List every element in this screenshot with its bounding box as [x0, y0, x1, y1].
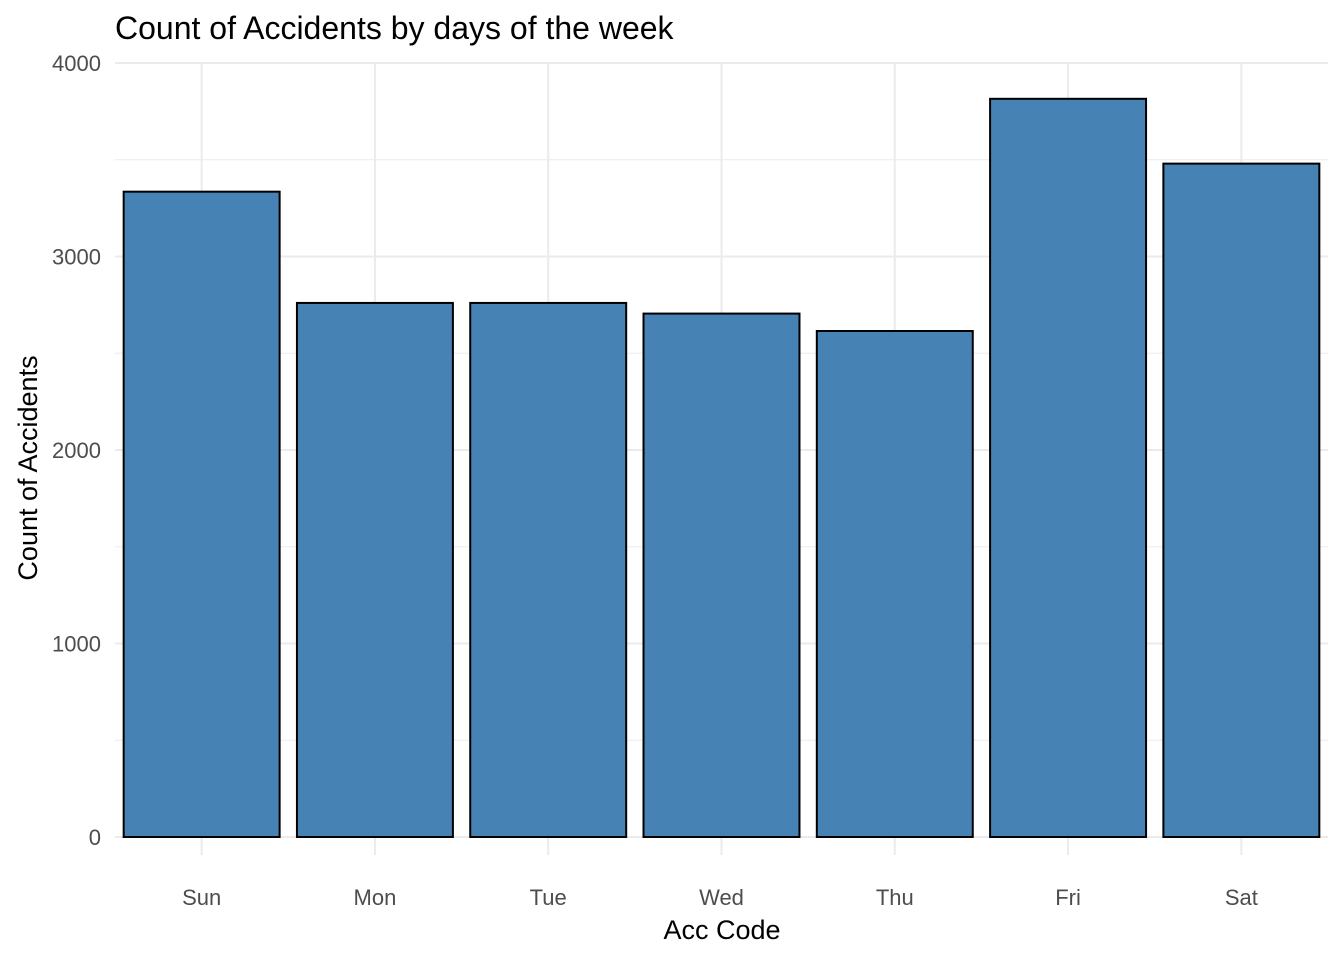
x-tick-label: Thu	[876, 885, 914, 910]
bar-tue	[469, 301, 628, 838]
x-tick-label: Sat	[1225, 885, 1258, 910]
y-axis-title: Count of Accidents	[13, 355, 43, 580]
bars	[122, 97, 1321, 839]
x-tick-label: Mon	[354, 885, 397, 910]
y-tick-label: 1000	[52, 632, 101, 657]
bar-thu	[815, 329, 974, 838]
x-axis-tick-labels: Sun Mon Tue Wed Thu Fri Sat	[182, 885, 1258, 910]
x-tick-label: Wed	[699, 885, 744, 910]
chart-title: Count of Accidents by days of the week	[115, 10, 674, 46]
bar-sun	[122, 190, 281, 839]
bar-fri	[989, 97, 1148, 839]
x-tick-label: Tue	[530, 885, 567, 910]
bar-sat	[1162, 162, 1321, 838]
x-tick-label: Sun	[182, 885, 221, 910]
x-axis-title: Acc Code	[663, 915, 780, 945]
bar-wed	[642, 312, 801, 838]
y-tick-label: 0	[89, 825, 101, 850]
y-tick-label: 4000	[52, 51, 101, 76]
bar-mon	[295, 301, 454, 838]
y-tick-label: 3000	[52, 245, 101, 270]
y-tick-label: 2000	[52, 438, 101, 463]
x-tick-label: Fri	[1055, 885, 1081, 910]
y-axis-tick-labels: 0 1000 2000 3000 4000	[52, 51, 101, 850]
